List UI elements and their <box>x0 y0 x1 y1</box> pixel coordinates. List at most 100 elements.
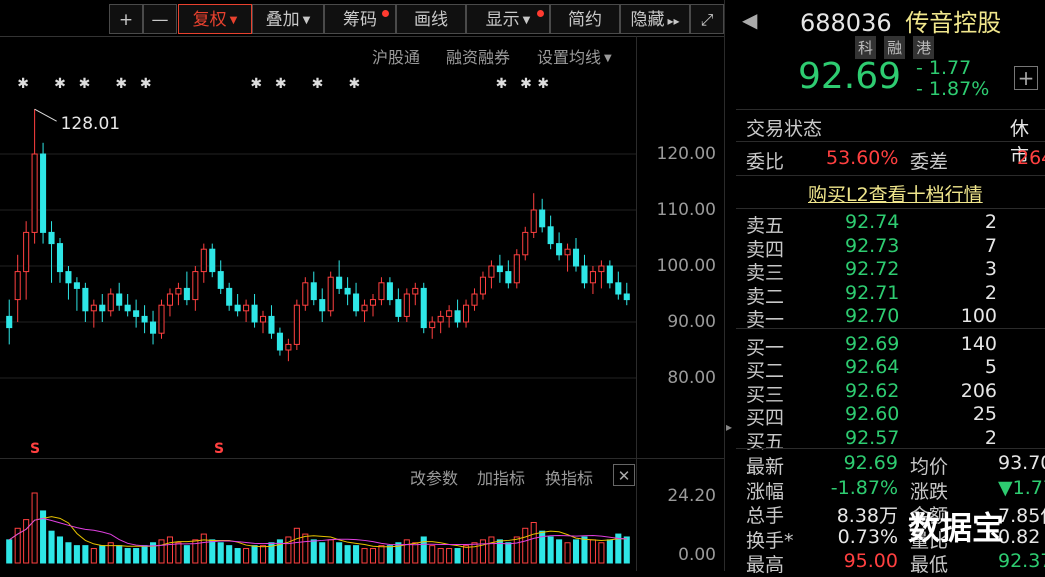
buy-order-row[interactable]: 买五 92.57 2 <box>736 427 1045 453</box>
volume-bar <box>463 545 470 564</box>
candle-body <box>23 231 30 273</box>
stat-label: 均价 <box>910 456 949 478</box>
order-price: 92.62 <box>845 379 900 402</box>
chouma-button[interactable]: 筹码 <box>324 4 396 34</box>
hgt-link[interactable]: 沪股通 <box>372 48 421 67</box>
divider <box>736 175 1045 176</box>
collapse-arrow-icon[interactable]: ▸ <box>726 420 733 434</box>
event-marker-icon[interactable]: ✱ <box>115 76 127 92</box>
volume-bar <box>395 542 402 564</box>
sell-order-row[interactable]: 卖二 92.71 2 <box>736 281 1045 308</box>
zoom-in-button[interactable]: + <box>109 4 143 34</box>
event-marker-icon[interactable]: ✱ <box>140 76 152 92</box>
volume-bar <box>226 545 233 564</box>
event-marker-icon[interactable]: ✱ <box>17 76 29 92</box>
prev-stock-arrow-icon[interactable]: ◀ <box>742 8 758 32</box>
order-volume: 2 <box>984 281 997 304</box>
candle-body <box>589 271 596 284</box>
sell-order-row[interactable]: 卖一 92.70 100 <box>736 305 1045 331</box>
volume-bar <box>496 539 503 564</box>
buy-order-row[interactable]: 买一 92.69 140 <box>736 332 1045 359</box>
zoom-out-button[interactable]: — <box>143 4 177 34</box>
add-watchlist-button[interactable]: + <box>1014 66 1038 90</box>
event-marker-icon[interactable]: ✱ <box>312 76 324 92</box>
stat-value: 7.85亿 <box>998 505 1045 527</box>
order-level-label: 卖五 <box>746 215 785 237</box>
close-icon[interactable]: ✕ <box>613 464 635 486</box>
sell-signal-marker[interactable]: S <box>30 441 40 456</box>
candle-body <box>471 293 478 306</box>
volume-bar <box>192 539 199 564</box>
diejia-button[interactable]: 叠加 ▼ <box>252 4 324 34</box>
order-volume: 2 <box>984 211 997 233</box>
fullscreen-icon[interactable]: ⤢ <box>690 4 724 34</box>
price-tick: 80.00 <box>667 368 716 388</box>
last-price: 92.69 <box>798 56 902 97</box>
divider <box>736 328 1045 329</box>
candle-body <box>344 287 351 295</box>
volume-bar <box>412 542 419 564</box>
xianshi-button[interactable]: 显示 ▼ <box>466 4 550 34</box>
candle-body <box>73 282 80 289</box>
volume-chart[interactable] <box>0 488 636 571</box>
candle-body <box>319 299 326 312</box>
ma-settings-label: 设置均线 <box>537 48 602 67</box>
volume-bar <box>31 492 38 564</box>
volume-bar <box>420 536 427 564</box>
yincang-button[interactable]: 隐藏 ▸▸ <box>620 4 690 34</box>
volume-bar <box>285 536 292 564</box>
fuquan-button[interactable]: 复权 ▼ <box>178 4 252 34</box>
event-marker-icon[interactable]: ✱ <box>520 76 532 92</box>
volume-bar <box>615 533 622 564</box>
volume-bar <box>251 545 258 564</box>
ma-settings-link[interactable]: 设置均线 ▼ <box>537 44 612 68</box>
event-marker-icon[interactable]: ✱ <box>348 76 360 92</box>
candle-body <box>166 293 173 306</box>
l2-purchase-link[interactable]: 购买L2查看十档行情 <box>808 184 983 206</box>
hide-arrows-icon: ▸▸ <box>667 14 680 28</box>
sell-order-row[interactable]: 卖三 92.72 3 <box>736 258 1045 284</box>
rzrq-link[interactable]: 融资融券 <box>446 48 511 67</box>
event-marker-icon[interactable]: ✱ <box>537 76 549 92</box>
candle-body <box>124 304 131 312</box>
candlestick-chart[interactable]: 128.01✱✱✱✱✱✱✱✱✱✱✱✱✱✱✱✱✱SS <box>0 36 636 456</box>
candle-body <box>403 293 410 317</box>
volume-bar <box>556 539 563 564</box>
chouma-label: 筹码 <box>343 10 377 30</box>
candle-body <box>226 287 233 306</box>
event-marker-icon[interactable]: ✱ <box>496 76 508 92</box>
event-marker-icon[interactable]: ✱ <box>250 76 262 92</box>
sell-order-row[interactable]: 卖五 92.74 2 <box>736 211 1045 237</box>
volume-bar <box>183 545 190 564</box>
buy-order-row[interactable]: 买四 92.60 25 <box>736 403 1045 429</box>
candle-body <box>217 271 224 289</box>
sell-order-row[interactable]: 卖四 92.73 7 <box>736 235 1045 261</box>
event-marker-icon[interactable]: ✱ <box>54 76 66 92</box>
volume-bar <box>513 536 520 564</box>
buy-order-row[interactable]: 买二 92.64 5 <box>736 356 1045 382</box>
stock-name: 传音控股 <box>905 9 1002 37</box>
volume-bar <box>429 545 436 564</box>
volume-bar <box>209 539 216 564</box>
candle-body <box>336 276 343 289</box>
change-params-link[interactable]: 改参数 <box>410 469 459 488</box>
order-price: 92.69 <box>845 332 900 355</box>
volume-bar <box>564 542 571 564</box>
order-volume: 25 <box>972 403 997 425</box>
event-marker-icon[interactable]: ✱ <box>275 76 287 92</box>
switch-indicator-link[interactable]: 换指标 <box>545 469 594 488</box>
candle-body <box>14 271 21 301</box>
event-marker-icon[interactable]: ✱ <box>79 76 91 92</box>
candle-body <box>183 287 190 301</box>
candle-body <box>598 265 605 273</box>
jianyue-button[interactable]: 简约 <box>550 4 620 34</box>
volume-bar <box>133 548 140 564</box>
dropdown-caret-icon: ▼ <box>522 15 531 26</box>
candle-body <box>488 265 495 278</box>
huaxian-button[interactable]: 画线 <box>396 4 466 34</box>
volume-bar <box>437 548 444 564</box>
order-level-label: 卖四 <box>746 238 785 261</box>
buy-order-row[interactable]: 买三 92.62 206 <box>736 379 1045 406</box>
sell-signal-marker[interactable]: S <box>214 441 224 456</box>
add-indicator-link[interactable]: 加指标 <box>477 469 526 488</box>
